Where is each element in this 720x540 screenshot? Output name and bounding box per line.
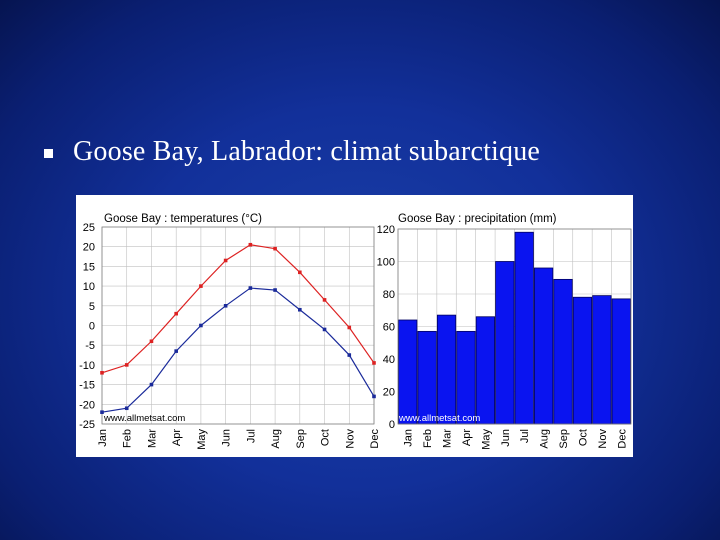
max-temperature-point bbox=[149, 339, 154, 344]
min-temperature-point bbox=[273, 288, 277, 292]
precipitation-x-tick-label: Jun bbox=[500, 429, 512, 447]
temperature-y-tick-label: -5 bbox=[85, 340, 95, 352]
max-temperature-point bbox=[100, 370, 104, 375]
precipitation-y-tick-label: 100 bbox=[377, 257, 395, 269]
temperature-chart-title: Goose Bay : temperatures (°C) bbox=[104, 213, 262, 225]
precipitation-y-tick-label: 60 bbox=[383, 322, 395, 334]
precipitation-bar bbox=[475, 316, 495, 425]
square-bullet-icon bbox=[44, 148, 53, 158]
precipitation-y-tick-label: 20 bbox=[383, 387, 395, 399]
precipitation-x-tick-label: Oct bbox=[577, 429, 589, 446]
temperature-x-tick-label: Mar bbox=[146, 429, 158, 448]
precipitation-bar bbox=[456, 330, 476, 425]
precipitation-source-label: www.allmetsat.com bbox=[398, 413, 480, 424]
temperature-x-tick-label: Oct bbox=[320, 429, 332, 446]
temperature-x-tick-label: Jun bbox=[221, 429, 233, 447]
temperature-x-tick-label: May bbox=[196, 429, 208, 450]
min-temperature-line bbox=[101, 287, 375, 413]
temperature-y-tick-label: 15 bbox=[83, 261, 95, 273]
precipitation-x-tick-label: Sep bbox=[558, 429, 570, 449]
precipitation-bar bbox=[398, 319, 418, 425]
precipitation-y-tick-label: 0 bbox=[389, 419, 395, 431]
max-temperature-point bbox=[174, 311, 178, 316]
slide-heading: Goose Bay, Labrador: climat subarctique bbox=[44, 136, 540, 168]
precipitation-bar bbox=[534, 267, 554, 425]
precipitation-x-tick-label: Feb bbox=[422, 429, 434, 448]
precipitation-bar bbox=[495, 261, 515, 425]
temperature-source-label: www.allmetsat.com bbox=[103, 413, 185, 424]
min-temperature-point bbox=[298, 307, 302, 312]
min-temperature-point bbox=[322, 327, 327, 332]
temperature-x-tick-label: Dec bbox=[369, 429, 381, 449]
temperature-y-tick-label: 0 bbox=[89, 321, 95, 333]
max-temperature-point bbox=[199, 284, 203, 288]
min-temperature-point bbox=[100, 410, 104, 414]
precipitation-bar bbox=[572, 296, 593, 425]
min-temperature-point bbox=[174, 349, 178, 353]
temperature-x-tick-label: Jul bbox=[245, 429, 257, 443]
max-temperature-point bbox=[248, 242, 253, 247]
temperature-y-tick-label: 20 bbox=[83, 242, 95, 254]
slide-title: Goose Bay, Labrador: climat subarctique bbox=[73, 136, 541, 167]
max-temperature-point bbox=[298, 270, 302, 275]
temperature-y-tick-label: -10 bbox=[79, 360, 95, 372]
temperature-x-tick-label: Feb bbox=[122, 429, 134, 448]
min-temperature-point bbox=[372, 394, 376, 399]
temperature-y-tick-label: 25 bbox=[83, 222, 95, 234]
precipitation-bar bbox=[553, 278, 573, 425]
temperature-y-tick-label: -25 bbox=[79, 419, 95, 431]
precipitation-chart-title: Goose Bay : precipitation (mm) bbox=[398, 213, 557, 225]
precipitation-x-tick-label: Jul bbox=[519, 429, 531, 443]
max-temperature-line bbox=[101, 244, 375, 374]
precipitation-y-tick-label: 80 bbox=[383, 289, 395, 301]
min-temperature-point bbox=[124, 406, 129, 411]
precipitation-x-tick-label: Nov bbox=[597, 429, 609, 449]
min-temperature-point bbox=[347, 353, 352, 357]
precipitation-bar bbox=[436, 314, 457, 425]
precipitation-bar bbox=[611, 298, 631, 425]
precipitation-bar bbox=[514, 231, 534, 425]
max-temperature-point bbox=[372, 361, 376, 365]
temperature-x-tick-label: Jan bbox=[97, 429, 109, 447]
max-temperature-point bbox=[322, 298, 327, 302]
max-temperature-point bbox=[347, 325, 352, 330]
max-temperature-point bbox=[223, 258, 228, 263]
precipitation-y-tick-label: 40 bbox=[383, 354, 395, 366]
temperature-y-tick-label: 5 bbox=[89, 301, 95, 313]
temperature-x-tick-label: Nov bbox=[344, 429, 356, 449]
min-temperature-point bbox=[223, 304, 228, 308]
precipitation-x-tick-label: Aug bbox=[539, 429, 551, 449]
precipitation-y-tick-label: 120 bbox=[377, 224, 395, 236]
temperature-y-tick-label: -15 bbox=[79, 380, 95, 392]
temperature-plot-frame bbox=[101, 226, 375, 425]
precipitation-plot-frame bbox=[397, 228, 632, 425]
chart-panel: Goose Bay : temperatures (°C) 25 20 15 10 5 0 -… bbox=[76, 195, 633, 457]
climate-charts: Goose Bay : temperatures (°C) 25 20 15 10 5 0 -… bbox=[79, 213, 632, 450]
temperature-x-tick-label: Aug bbox=[270, 429, 282, 449]
temperature-x-tick-label: Apr bbox=[171, 429, 183, 446]
precipitation-x-tick-label: Apr bbox=[461, 429, 473, 446]
temperature-y-tick-label: 10 bbox=[83, 281, 95, 293]
precipitation-x-tick-label: Dec bbox=[616, 429, 628, 449]
min-temperature-point bbox=[149, 382, 154, 387]
max-temperature-point bbox=[124, 363, 129, 367]
precipitation-x-tick-label: May bbox=[480, 429, 492, 450]
precipitation-bar bbox=[592, 295, 612, 425]
temperature-y-tick-label: -20 bbox=[79, 399, 95, 411]
min-temperature-point bbox=[199, 323, 203, 328]
min-temperature-point bbox=[248, 286, 253, 290]
max-temperature-point bbox=[273, 246, 277, 251]
temperature-x-tick-label: Sep bbox=[295, 429, 307, 449]
precipitation-bar bbox=[417, 330, 437, 425]
precipitation-x-tick-label: Jan bbox=[403, 429, 415, 447]
precipitation-x-tick-label: Mar bbox=[442, 429, 454, 448]
